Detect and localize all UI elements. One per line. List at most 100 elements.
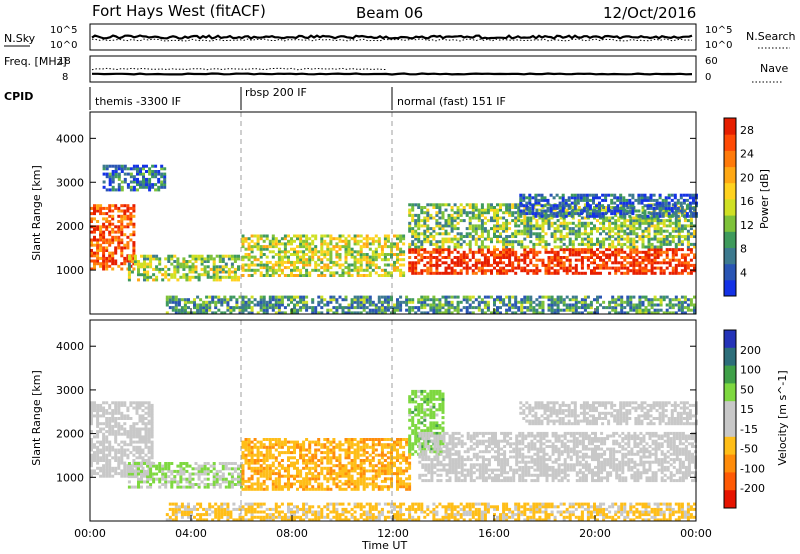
- velocity-cell: [188, 475, 192, 479]
- velocity-cell: [120, 411, 124, 415]
- power-cell: [465, 232, 469, 236]
- power-cell: [247, 242, 251, 246]
- power-cell: [411, 235, 415, 238]
- power-cell: [638, 237, 642, 241]
- power-cell: [474, 298, 478, 302]
- power-cell: [356, 266, 360, 270]
- power-cell: [453, 269, 457, 273]
- power-cell: [553, 245, 557, 249]
- power-cell: [550, 232, 554, 236]
- power-cell: [677, 261, 681, 265]
- power-cell: [151, 172, 155, 176]
- velocity-cell: [308, 487, 312, 491]
- power-cell: [514, 295, 518, 299]
- power-cell: [341, 234, 345, 238]
- power-cell: [268, 250, 272, 254]
- power-cell: [132, 164, 136, 168]
- power-cell: [496, 263, 499, 267]
- power-cell: [490, 240, 493, 244]
- power-cell: [188, 254, 192, 258]
- power-cell: [677, 221, 681, 225]
- velocity-cell: [123, 448, 127, 452]
- power-cell: [617, 237, 621, 241]
- power-cell: [662, 271, 666, 275]
- velocity-cell: [302, 440, 306, 444]
- power-cell: [644, 250, 648, 254]
- velocity-cell: [176, 485, 180, 489]
- velocity-cell: [170, 485, 174, 489]
- power-cell: [477, 269, 481, 273]
- power-cell: [649, 204, 653, 208]
- power-cell: [111, 209, 115, 213]
- power-cell: [247, 311, 251, 315]
- power-cell: [438, 308, 442, 312]
- power-cell: [656, 248, 660, 252]
- power-cell: [593, 242, 596, 246]
- velocity-cell: [117, 451, 121, 455]
- power-cell: [383, 234, 387, 238]
- power-cell: [332, 237, 336, 241]
- power-cell: [565, 303, 569, 307]
- power-cell: [550, 250, 554, 254]
- power-cell: [550, 248, 554, 252]
- power-cell: [274, 306, 278, 310]
- power-cell: [283, 311, 287, 315]
- power-cell: [299, 306, 303, 310]
- power-cell: [483, 261, 487, 265]
- power-cell: [626, 300, 630, 304]
- velocity-cell: [147, 414, 151, 418]
- power-cell: [511, 213, 515, 217]
- power-cell: [133, 254, 137, 258]
- velocity-cell: [102, 422, 106, 426]
- power-cell: [571, 303, 575, 307]
- power-cell: [544, 219, 548, 223]
- power-cell: [450, 300, 454, 304]
- power-cell: [526, 298, 530, 302]
- power-cell: [556, 250, 560, 254]
- power-cell: [374, 253, 378, 256]
- power-cell: [610, 201, 614, 205]
- velocity-cell: [176, 464, 180, 468]
- velocity-cell: [147, 401, 151, 405]
- power-cell: [499, 269, 502, 273]
- power-cell: [629, 206, 633, 209]
- power-cell: [450, 250, 454, 254]
- velocity-cell: [299, 451, 303, 455]
- velocity-cell: [99, 403, 103, 407]
- velocity-cell: [135, 435, 139, 439]
- velocity-cell: [280, 466, 284, 470]
- noise-panel-frame: [89, 23, 697, 51]
- power-cell: [617, 266, 621, 270]
- velocity-cell: [143, 469, 146, 473]
- power-cell: [683, 266, 687, 270]
- power-cell: [526, 245, 530, 249]
- power-cell: [338, 245, 342, 249]
- power-cell: [143, 257, 146, 261]
- power-cell: [393, 245, 396, 249]
- power-cell: [293, 234, 296, 238]
- power-cell: [290, 274, 293, 277]
- velocity-cell: [133, 475, 137, 479]
- power-cell: [553, 229, 557, 233]
- velocity-cell: [247, 445, 251, 449]
- power-cell: [674, 242, 678, 246]
- power-cell: [595, 212, 598, 216]
- power-cell: [593, 216, 596, 220]
- velocity-cell: [135, 440, 139, 444]
- power-cell: [456, 261, 460, 265]
- power-cell: [556, 219, 560, 223]
- frequency-panel: Freq. [MHz] 18 8 60 0 Nave: [4, 55, 788, 83]
- power-cell: [450, 261, 454, 265]
- power-cell: [607, 193, 611, 197]
- power-cell: [365, 263, 369, 267]
- power-cell: [399, 300, 403, 304]
- power-cell: [623, 221, 627, 225]
- power-cell: [262, 306, 266, 310]
- power-cell: [577, 213, 581, 217]
- velocity-cell: [96, 445, 100, 449]
- power-cell: [689, 303, 693, 307]
- power-cell: [526, 235, 530, 238]
- power-cell: [656, 237, 660, 241]
- power-cell: [549, 204, 553, 208]
- power-cell: [640, 214, 644, 218]
